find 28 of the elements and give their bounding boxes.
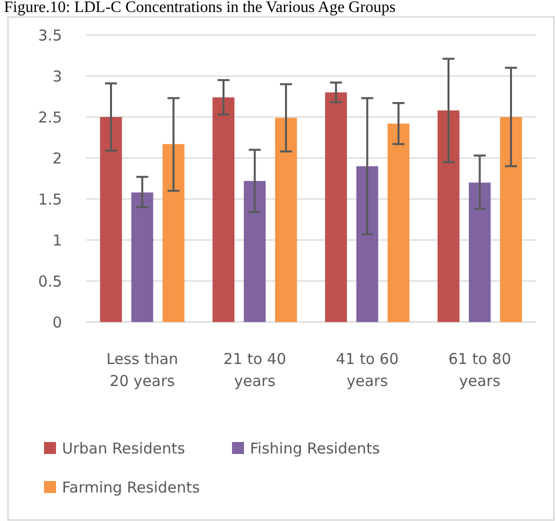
y-tick-label: 0: [52, 313, 62, 332]
bar: [131, 192, 154, 322]
chart-title: Figure.10: LDL-C Concentrations in the Various Age Groups: [4, 0, 396, 16]
x-tick-label: 41 to 60 years: [336, 350, 399, 390]
x-tick-label: Less than 20 years: [106, 350, 178, 390]
bar: [162, 144, 184, 322]
y-tick-label: 1.5: [38, 190, 62, 208]
bar: [388, 124, 410, 322]
bar: [438, 110, 460, 322]
x-tick-label: 61 to 80 years: [448, 350, 512, 390]
bar: [500, 117, 522, 322]
bar: [325, 92, 347, 322]
legend-label: Farming Residents: [62, 478, 200, 496]
y-tick-label: 3: [52, 67, 62, 86]
bar: [212, 97, 234, 322]
y-tick-label: 3.5: [38, 26, 62, 44]
bar: [275, 118, 297, 322]
bar: [244, 180, 266, 322]
legend-label: Urban Residents: [62, 439, 186, 458]
legend-label: Fishing Residents: [250, 439, 380, 458]
y-tick-label: 2.5: [38, 108, 62, 126]
x-tick-label: 21 to 40 years: [223, 350, 286, 390]
bar: [356, 166, 378, 322]
bar: [468, 182, 491, 322]
y-tick-label: 1: [52, 231, 62, 250]
bar: [100, 117, 122, 322]
y-tick-label: 0.5: [38, 272, 62, 290]
y-tick-label: 2: [52, 149, 62, 168]
